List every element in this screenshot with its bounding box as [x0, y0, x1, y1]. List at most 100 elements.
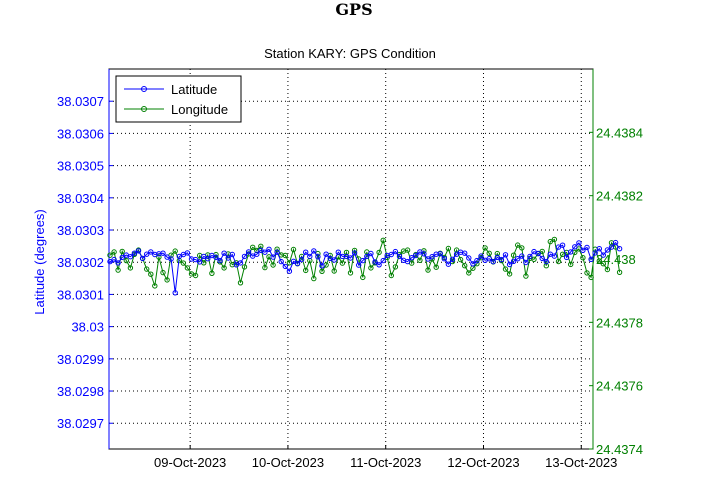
latitude-point — [184, 250, 191, 256]
longitude-point — [282, 252, 288, 259]
latitude-point — [262, 249, 268, 255]
plot-area-frame — [108, 68, 594, 450]
latitude-point — [409, 255, 415, 261]
longitude-point — [531, 256, 537, 262]
longitude-point — [148, 271, 154, 277]
grid-lines — [109, 69, 593, 449]
latitude-point — [144, 251, 150, 257]
latitude-point — [502, 252, 509, 258]
latitude-point — [437, 251, 443, 257]
left-y-tick-label: 38.0304 — [57, 191, 104, 206]
longitude-point — [445, 245, 452, 252]
latitude-point — [148, 249, 154, 255]
left-y-tick-label: 38.03 — [71, 320, 104, 335]
latitude-point — [551, 253, 558, 259]
latitude-point — [396, 253, 403, 260]
longitude-point — [241, 264, 248, 270]
longitude-point — [515, 242, 521, 248]
longitude-point — [209, 270, 215, 276]
latitude-point — [205, 256, 211, 262]
left-y-tick-label: 38.0303 — [57, 223, 104, 238]
x-axis-ticks: 09-Oct-2023 10-Oct-2023 11-Oct-2023 12-Oct-… — [154, 445, 617, 470]
x-tick-label: 09-Oct-2023 — [154, 455, 226, 470]
latitude-point — [616, 246, 623, 252]
latitude-point — [388, 251, 394, 258]
left-y-tick-label: 38.0305 — [57, 159, 104, 174]
longitude-point — [262, 264, 268, 271]
latitude-point — [523, 259, 529, 266]
longitude-point — [519, 245, 525, 251]
latitude-point — [119, 254, 125, 261]
latitude-point — [600, 252, 606, 258]
latitude-point — [429, 254, 435, 260]
latitude-point — [478, 253, 484, 259]
longitude-point — [221, 265, 227, 271]
latitude-point — [107, 258, 113, 265]
latitude-point — [592, 250, 598, 256]
latitude-point — [584, 244, 590, 251]
left-y-tick-label: 38.0297 — [57, 416, 104, 431]
longitude-point — [388, 272, 394, 279]
latitude-point — [237, 260, 244, 266]
longitude-point — [588, 274, 594, 281]
longitude-point — [331, 268, 337, 274]
longitude-point — [303, 267, 309, 274]
latitude-point — [315, 254, 321, 260]
latitude-point — [404, 258, 411, 265]
left-y-tick-label: 38.0306 — [57, 126, 104, 141]
longitude-point — [192, 272, 199, 279]
longitude-point — [339, 260, 346, 266]
latitude-point — [498, 256, 505, 263]
latitude-point — [368, 250, 374, 257]
longitude-point — [127, 265, 134, 271]
latitude-point — [266, 246, 272, 253]
left-y-tick-label: 38.0307 — [57, 94, 104, 109]
latitude-point — [539, 255, 545, 262]
latitude-point — [274, 249, 280, 255]
longitude-point — [180, 260, 187, 266]
latitude-line — [109, 241, 621, 293]
latitude-point — [347, 255, 354, 261]
longitude-point — [616, 269, 623, 275]
latitude-point — [172, 290, 178, 296]
longitude-point — [164, 277, 170, 283]
latitude-point — [254, 251, 260, 257]
x-tick-label: 12-Oct-2023 — [447, 455, 519, 470]
latitude-point — [331, 257, 337, 263]
latitude-point — [127, 254, 134, 260]
latitude-point — [290, 258, 297, 264]
longitude-point — [274, 246, 280, 252]
left-y-tick-label: 38.0301 — [57, 287, 104, 302]
latitude-point — [294, 260, 301, 267]
latitude-series — [107, 239, 623, 296]
x-tick-label: 10-Oct-2023 — [252, 455, 324, 470]
legend-latitude-label: Latitude — [171, 82, 217, 97]
latitude-point — [335, 249, 341, 255]
latitude-point — [303, 249, 309, 255]
latitude-point — [241, 253, 248, 260]
left-y-tick-label: 38.0298 — [57, 384, 104, 399]
latitude-point — [360, 257, 366, 264]
latitude-point — [217, 257, 223, 264]
longitude-point — [380, 237, 386, 244]
legend-longitude-marker — [141, 106, 147, 112]
latitude-point — [201, 253, 207, 260]
longitude-point — [144, 266, 150, 272]
latitude-point — [270, 254, 276, 260]
latitude-point — [245, 249, 252, 255]
legend-latitude-marker — [141, 86, 147, 92]
chart-title: Station KARY: GPS Condition — [264, 46, 436, 61]
latitude-point — [519, 253, 525, 259]
latitude-point — [319, 263, 325, 269]
longitude-point — [111, 249, 117, 255]
longitude-point — [156, 254, 162, 260]
legend: Latitude Longitude — [115, 75, 242, 123]
latitude-point — [392, 248, 399, 255]
latitude-point — [490, 258, 496, 265]
page-title: GPS — [335, 0, 373, 19]
latitude-point — [135, 248, 142, 254]
longitude-point — [596, 258, 602, 264]
longitude-point — [568, 261, 574, 268]
latitude-point — [160, 250, 166, 256]
longitude-point — [160, 269, 166, 276]
